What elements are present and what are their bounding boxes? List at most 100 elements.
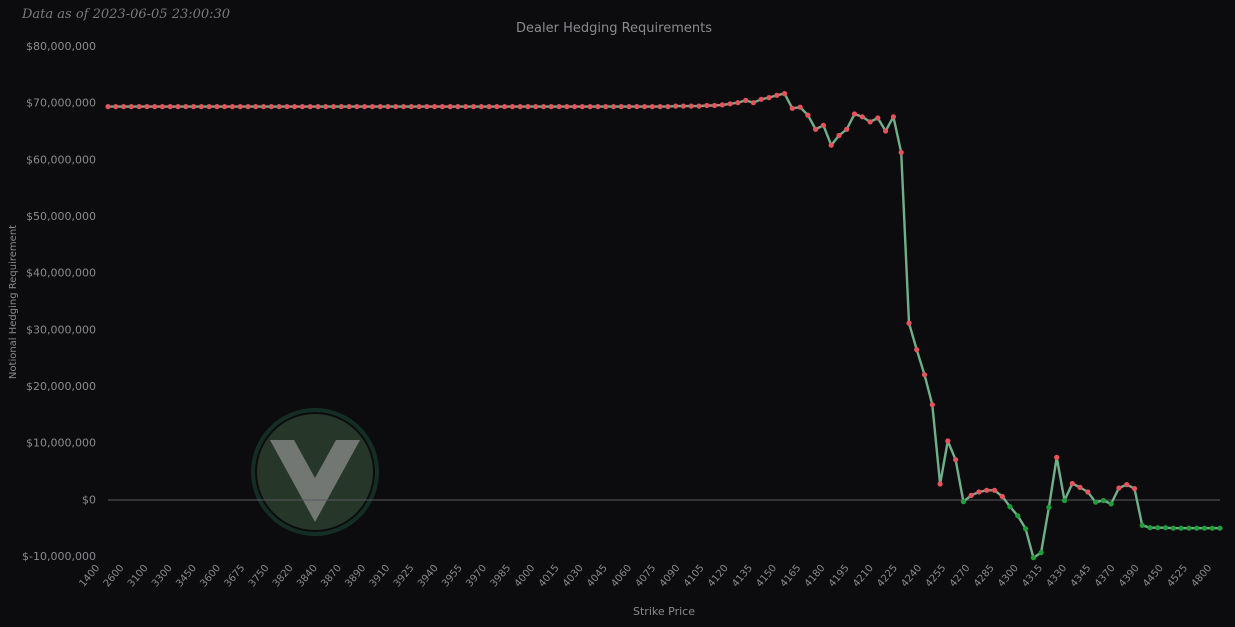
- data-point: [750, 100, 757, 106]
- watermark-logo: [251, 408, 379, 536]
- data-point: [999, 493, 1005, 500]
- data-point: [859, 114, 865, 120]
- data-point: [556, 104, 562, 110]
- data-point: [455, 104, 461, 110]
- data-point: [533, 104, 539, 110]
- data-point: [1124, 482, 1130, 488]
- data-point: [774, 92, 780, 98]
- x-tick-label: 4345: [1069, 563, 1094, 590]
- data-point: [136, 104, 142, 110]
- data-point: [906, 320, 912, 326]
- data-point: [400, 104, 407, 110]
- data-point: [953, 457, 959, 463]
- data-point: [1209, 525, 1215, 531]
- x-tick-label: 4390: [1117, 563, 1142, 590]
- data-point: [984, 487, 990, 493]
- data-point: [673, 103, 679, 109]
- data-point: [470, 104, 477, 110]
- data-point: [564, 104, 570, 110]
- data-point: [237, 104, 243, 110]
- data-point: [525, 104, 531, 110]
- logo-v-shape: [270, 440, 360, 522]
- data-point: [494, 104, 500, 110]
- x-tick-label: 4370: [1093, 563, 1118, 590]
- data-point: [968, 492, 974, 498]
- data-point-markers: [105, 91, 1223, 561]
- data-point: [159, 104, 165, 110]
- data-point: [105, 104, 111, 110]
- data-point: [688, 103, 694, 109]
- x-tick-label: 3910: [368, 563, 393, 590]
- x-axis-label: Strike Price: [633, 605, 695, 618]
- data-point: [1217, 525, 1223, 531]
- data-point: [618, 104, 624, 110]
- data-point: [183, 104, 189, 110]
- data-point: [789, 105, 795, 111]
- x-tick-label: 4330: [1044, 563, 1069, 590]
- y-tick-label: $30,000,000: [26, 323, 96, 336]
- data-point: [307, 104, 313, 110]
- data-point: [292, 104, 298, 110]
- data-point: [680, 103, 687, 109]
- data-point: [595, 104, 601, 110]
- data-point: [890, 114, 897, 120]
- x-tick-label: 3940: [416, 563, 441, 590]
- x-tick-label: 4285: [972, 563, 997, 590]
- data-point: [797, 104, 803, 110]
- data-point: [766, 95, 772, 101]
- data-point: [1178, 525, 1184, 531]
- x-tick-label: 3925: [392, 563, 417, 590]
- data-point: [1038, 550, 1044, 556]
- data-point: [1069, 480, 1075, 487]
- x-tick-label: 1400: [78, 563, 103, 590]
- data-point: [1077, 484, 1083, 490]
- data-point: [836, 132, 842, 139]
- data-point: [245, 104, 251, 110]
- data-point: [820, 122, 827, 128]
- data-point: [898, 149, 904, 156]
- data-point: [1046, 504, 1052, 510]
- data-point: [657, 104, 663, 110]
- x-tick-label: 4165: [779, 563, 804, 590]
- x-tick-label: 3300: [150, 563, 175, 590]
- data-point: [976, 489, 982, 495]
- y-tick-label: $-10,000,000: [22, 550, 96, 563]
- data-point: [276, 104, 282, 110]
- data-point: [991, 487, 998, 493]
- data-point: [1030, 555, 1036, 561]
- x-tick-label: 4240: [899, 563, 924, 590]
- data-point: [478, 104, 484, 110]
- x-tick-label: 4120: [706, 563, 731, 590]
- data-point: [268, 104, 274, 110]
- data-point: [113, 104, 119, 110]
- data-point: [1108, 501, 1114, 507]
- x-tick-label: 4060: [609, 563, 634, 590]
- y-tick-label: $10,000,000: [26, 437, 96, 450]
- data-point: [1170, 525, 1176, 531]
- x-tick-label: 4090: [658, 563, 683, 590]
- x-tick-label: 3100: [126, 563, 151, 590]
- data-point: [867, 119, 873, 125]
- data-point: [408, 104, 414, 110]
- data-point: [711, 102, 718, 109]
- data-point: [603, 104, 609, 110]
- data-point: [424, 104, 430, 110]
- data-point: [198, 104, 204, 110]
- data-point: [1007, 504, 1013, 510]
- data-point: [1023, 526, 1029, 532]
- data-point: [330, 104, 337, 110]
- data-point: [1186, 525, 1192, 531]
- x-tick-label: 4800: [1190, 563, 1215, 590]
- data-point: [1093, 499, 1099, 505]
- data-point: [921, 372, 928, 378]
- data-point: [758, 96, 764, 102]
- data-point: [634, 104, 640, 110]
- x-axis-ticks: 1400 2600 3100 3300 3450 3600 3675 3750 3820 3840…: [78, 563, 1215, 590]
- y-tick-label: $50,000,000: [26, 210, 96, 223]
- data-point: [1131, 486, 1138, 492]
- data-point: [1201, 525, 1207, 531]
- x-tick-label: 2600: [102, 563, 127, 590]
- data-point: [828, 142, 834, 148]
- data-point: [338, 104, 344, 110]
- x-tick-label: 4030: [561, 563, 586, 590]
